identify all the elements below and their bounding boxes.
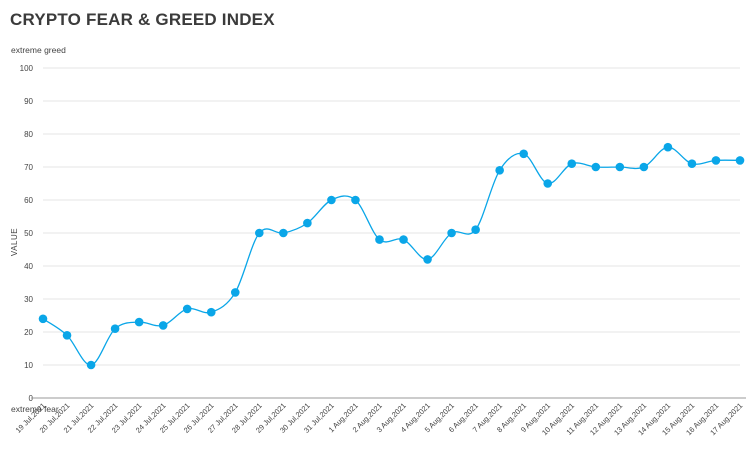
data-point — [255, 228, 264, 238]
y-tick-label: 100 — [20, 64, 34, 73]
y-tick-label: 80 — [24, 130, 33, 139]
data-point — [303, 218, 312, 228]
data-point — [351, 195, 360, 205]
annotation-extreme-fear: extreme fear — [11, 404, 59, 414]
y-tick-label: 50 — [24, 229, 33, 238]
y-tick-label: 40 — [24, 262, 33, 271]
data-point — [639, 162, 649, 172]
annotation-extreme-greed: extreme greed — [11, 45, 66, 55]
y-tick-label: 90 — [24, 97, 33, 106]
data-point — [423, 255, 432, 264]
data-point — [62, 331, 72, 340]
data-point — [86, 360, 96, 370]
data-point — [134, 317, 144, 327]
data-point — [399, 235, 408, 244]
chart-title: CRYPTO FEAR & GREED INDEX — [10, 10, 275, 29]
data-point — [38, 314, 48, 324]
data-point — [447, 228, 456, 238]
y-tick-label: 60 — [24, 196, 33, 205]
data-point — [230, 288, 240, 297]
data-point — [519, 149, 528, 159]
y-axis-label: VALUE — [10, 228, 19, 256]
y-tick-label: 30 — [24, 295, 33, 304]
data-point — [663, 142, 673, 152]
data-point — [735, 156, 745, 165]
data-point — [543, 179, 553, 188]
y-tick-label: 10 — [24, 361, 33, 370]
data-point — [110, 324, 120, 334]
data-point — [591, 162, 601, 172]
data-point — [711, 156, 721, 165]
data-point — [206, 307, 216, 317]
data-point — [471, 225, 480, 234]
data-point — [495, 166, 504, 175]
data-point — [687, 159, 697, 168]
data-point — [567, 159, 577, 168]
y-tick-label: 70 — [24, 163, 33, 172]
data-point — [279, 228, 288, 238]
data-point — [327, 195, 336, 205]
data-point — [182, 304, 192, 314]
point-layer — [38, 142, 745, 370]
grid-layer — [43, 67, 740, 366]
data-point — [158, 321, 168, 330]
data-point — [615, 162, 625, 172]
y-tick-label: 20 — [24, 328, 33, 337]
data-point — [375, 235, 384, 244]
